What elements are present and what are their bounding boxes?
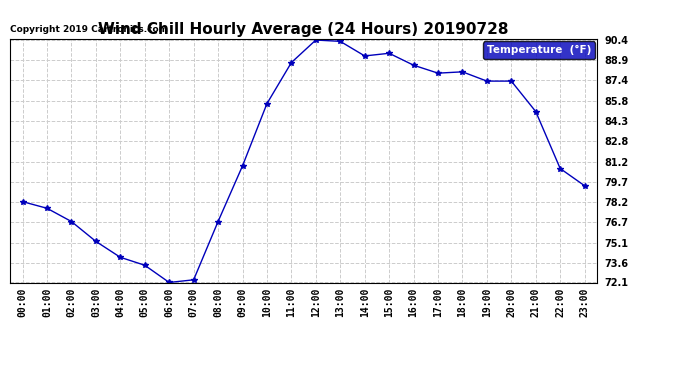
Title: Wind Chill Hourly Average (24 Hours) 20190728: Wind Chill Hourly Average (24 Hours) 201… — [99, 22, 509, 37]
Legend: Temperature  (°F): Temperature (°F) — [483, 42, 595, 59]
Text: Copyright 2019 Cartronics.com: Copyright 2019 Cartronics.com — [10, 26, 168, 34]
